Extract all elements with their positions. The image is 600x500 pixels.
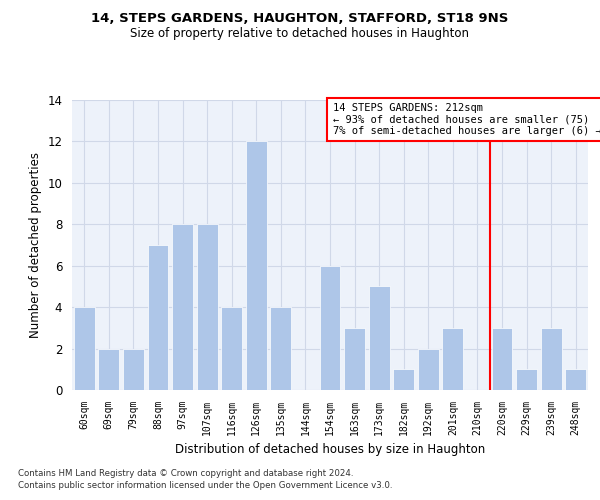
Text: Contains public sector information licensed under the Open Government Licence v3: Contains public sector information licen…: [18, 481, 392, 490]
Bar: [565, 370, 586, 390]
Text: 14, STEPS GARDENS, HAUGHTON, STAFFORD, ST18 9NS: 14, STEPS GARDENS, HAUGHTON, STAFFORD, S…: [91, 12, 509, 26]
Bar: [221, 307, 242, 390]
Bar: [541, 328, 562, 390]
Text: Contains HM Land Registry data © Crown copyright and database right 2024.: Contains HM Land Registry data © Crown c…: [18, 468, 353, 477]
Bar: [123, 348, 144, 390]
Bar: [393, 370, 414, 390]
Bar: [320, 266, 340, 390]
Bar: [368, 286, 389, 390]
Bar: [516, 370, 537, 390]
Y-axis label: Number of detached properties: Number of detached properties: [29, 152, 42, 338]
Bar: [98, 348, 119, 390]
Bar: [172, 224, 193, 390]
Text: Size of property relative to detached houses in Haughton: Size of property relative to detached ho…: [131, 28, 470, 40]
Bar: [344, 328, 365, 390]
Bar: [418, 348, 439, 390]
Bar: [148, 245, 169, 390]
X-axis label: Distribution of detached houses by size in Haughton: Distribution of detached houses by size …: [175, 444, 485, 456]
Bar: [491, 328, 512, 390]
Bar: [74, 307, 95, 390]
Bar: [197, 224, 218, 390]
Bar: [271, 307, 292, 390]
Bar: [246, 142, 267, 390]
Text: 14 STEPS GARDENS: 212sqm
← 93% of detached houses are smaller (75)
7% of semi-de: 14 STEPS GARDENS: 212sqm ← 93% of detach…: [332, 103, 600, 136]
Bar: [442, 328, 463, 390]
